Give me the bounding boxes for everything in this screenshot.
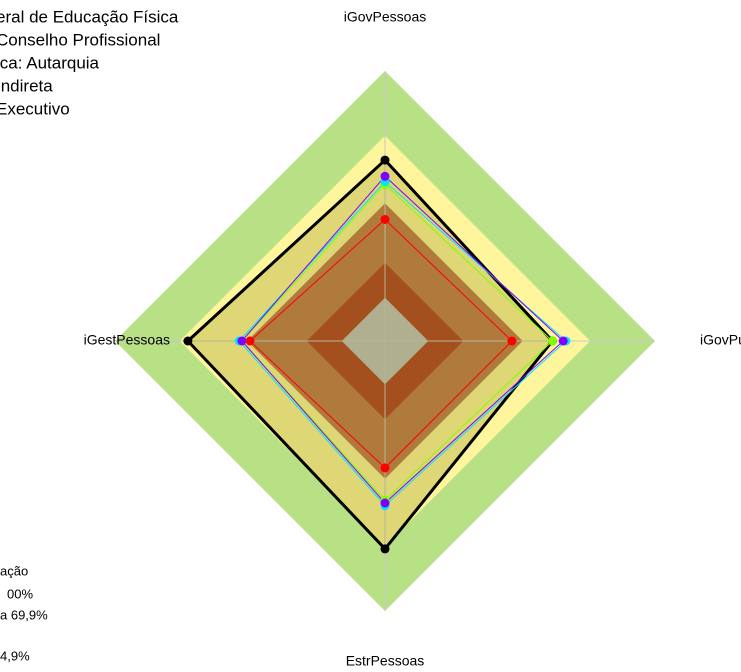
series-point	[380, 544, 390, 554]
series-point	[380, 463, 390, 473]
series-point	[547, 336, 557, 346]
axis-label: iGovPub	[700, 332, 741, 348]
series-point	[380, 498, 390, 508]
series-point	[237, 336, 247, 346]
legend-line: a 69,9%	[0, 607, 48, 622]
title-line: ica: Autarquia	[0, 53, 100, 72]
title-line: Executivo	[0, 99, 70, 118]
series-point	[183, 336, 193, 346]
series-point	[380, 171, 390, 181]
axis-label: iGovPessoas	[344, 9, 426, 25]
series-point	[558, 336, 568, 346]
legend-line: 4,9%	[0, 648, 30, 663]
series-point	[245, 336, 255, 346]
series-point	[380, 215, 390, 224]
title-line: Conselho Profissional	[0, 30, 160, 49]
legend-line: 00%	[7, 586, 33, 601]
axis-label: iGestPessoas	[84, 332, 170, 348]
axis-label: EstrPessoas	[346, 653, 425, 669]
title-line: eral de Educação Física	[0, 7, 179, 26]
series-point	[380, 155, 390, 165]
legend-line: ação	[0, 563, 28, 578]
series-point	[507, 336, 517, 346]
title-line: Indireta	[0, 76, 53, 95]
